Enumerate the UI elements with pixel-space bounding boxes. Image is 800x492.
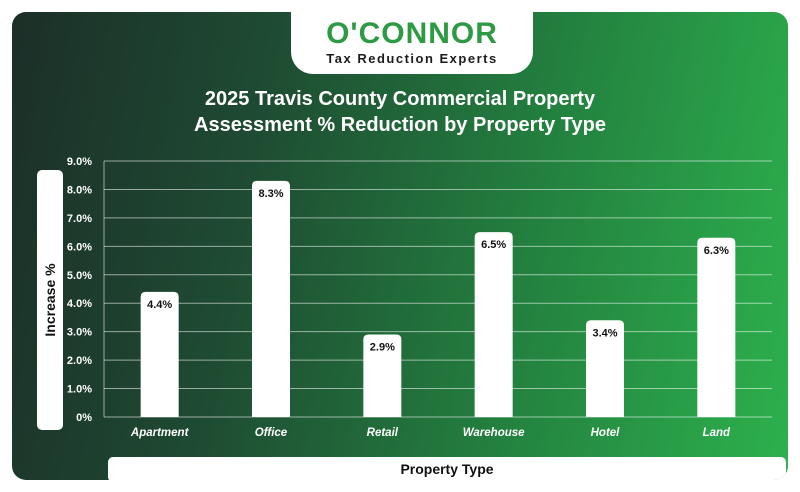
brand-logo: O'CONNOR — [326, 17, 498, 50]
x-tick-label: Hotel — [591, 427, 621, 439]
data-label: 8.3% — [258, 188, 283, 200]
data-label: 2.9% — [370, 342, 395, 354]
y-tick-label: 7.0% — [67, 213, 92, 225]
y-tick-label: 0% — [76, 412, 92, 424]
x-axis-label-box: Property Type — [108, 457, 786, 480]
logo-tab: O'CONNOR Tax Reduction Experts — [291, 12, 533, 74]
x-tick-label: Office — [255, 427, 288, 439]
x-tick-label: Retail — [367, 427, 399, 439]
y-tick-label: 4.0% — [67, 298, 92, 310]
bar — [697, 237, 736, 417]
data-label: 3.4% — [592, 327, 617, 339]
y-tick-label: 2.0% — [67, 355, 92, 367]
y-axis-label-box — [37, 170, 63, 430]
x-tick-label: Apartment — [130, 427, 190, 439]
data-label: 6.3% — [704, 245, 729, 257]
y-tick-label: 5.0% — [67, 270, 92, 282]
bar — [586, 320, 624, 417]
bar — [474, 232, 513, 417]
data-label: 6.5% — [481, 239, 506, 251]
data-label: 4.4% — [147, 299, 172, 311]
x-tick-label: Warehouse — [463, 427, 525, 439]
y-tick-label: 6.0% — [67, 241, 92, 253]
chart-title-line2: Assessment % Reduction by Property Type — [194, 114, 606, 136]
bar — [140, 291, 179, 417]
brand-tagline: Tax Reduction Experts — [326, 51, 498, 66]
y-tick-label: 9.0% — [67, 156, 92, 168]
chart-title: 2025 Travis County Commercial Property A… — [112, 86, 688, 138]
bar — [252, 180, 290, 417]
y-tick-label: 8.0% — [67, 184, 92, 196]
y-tick-label: 3.0% — [67, 327, 92, 339]
x-axis-label: Property Type — [400, 461, 494, 477]
y-tick-label: 1.0% — [67, 384, 92, 396]
x-tick-label: Land — [703, 427, 731, 439]
bar — [363, 334, 402, 417]
chart-title-line1: 2025 Travis County Commercial Property — [204, 88, 596, 110]
